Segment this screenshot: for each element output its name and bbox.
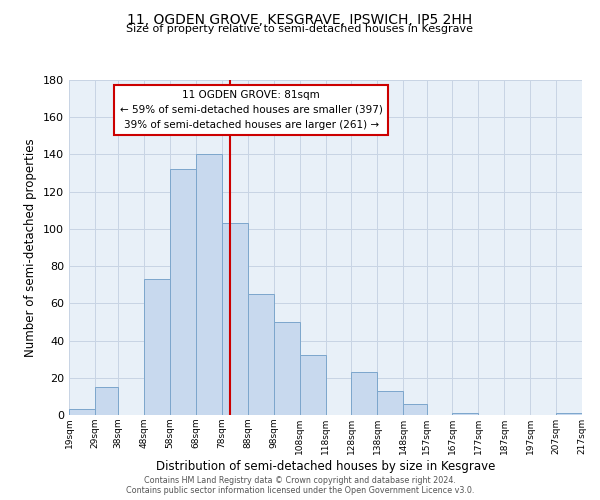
Bar [144, 279, 170, 415]
Bar [274, 322, 299, 415]
Bar [222, 224, 248, 415]
Bar [196, 154, 222, 415]
Bar [248, 294, 274, 415]
Bar [452, 413, 478, 415]
Text: Contains HM Land Registry data © Crown copyright and database right 2024.: Contains HM Land Registry data © Crown c… [144, 476, 456, 485]
X-axis label: Distribution of semi-detached houses by size in Kesgrave: Distribution of semi-detached houses by … [156, 460, 495, 472]
Bar [170, 170, 196, 415]
Bar [299, 356, 326, 415]
Text: 11, OGDEN GROVE, KESGRAVE, IPSWICH, IP5 2HH: 11, OGDEN GROVE, KESGRAVE, IPSWICH, IP5 … [127, 12, 473, 26]
Bar [377, 391, 403, 415]
Bar [69, 410, 95, 415]
Y-axis label: Number of semi-detached properties: Number of semi-detached properties [25, 138, 37, 357]
Bar [403, 404, 427, 415]
Text: Contains public sector information licensed under the Open Government Licence v3: Contains public sector information licen… [126, 486, 474, 495]
Text: Size of property relative to semi-detached houses in Kesgrave: Size of property relative to semi-detach… [127, 24, 473, 34]
Text: 11 OGDEN GROVE: 81sqm
← 59% of semi-detached houses are smaller (397)
39% of sem: 11 OGDEN GROVE: 81sqm ← 59% of semi-deta… [119, 90, 383, 130]
Bar [352, 372, 377, 415]
Bar [556, 413, 582, 415]
Bar [95, 387, 118, 415]
